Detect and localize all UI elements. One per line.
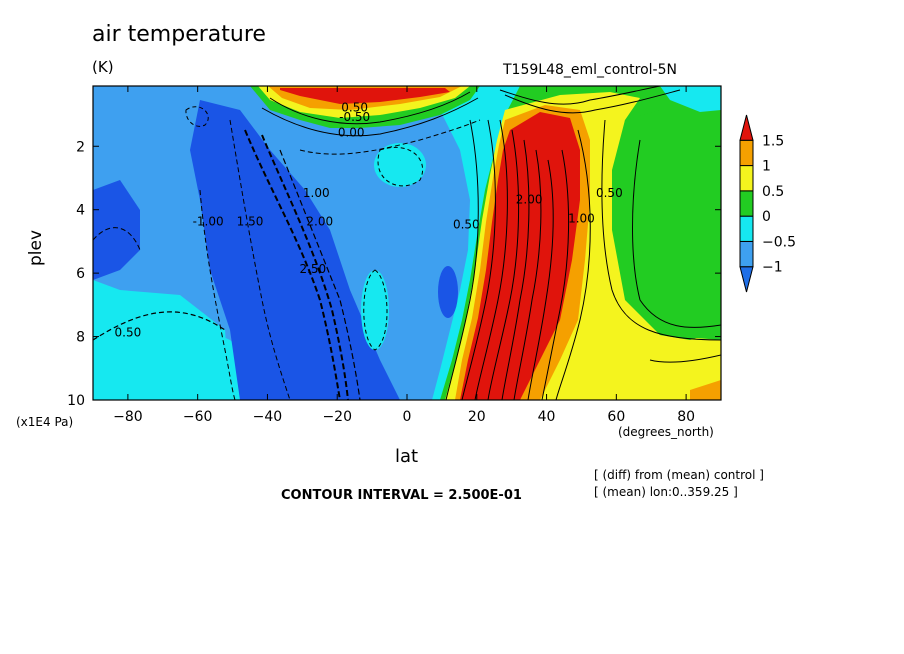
y-tick-label: 8	[76, 330, 85, 346]
contour-field	[93, 86, 721, 400]
field-cyan-island-b	[374, 143, 426, 187]
x-tick-label: 40	[538, 409, 556, 425]
colorbar-swatch	[739, 165, 754, 192]
contour-line	[244, 129, 341, 400]
contour-label: 0.50	[596, 186, 623, 200]
y-tick-label: 2	[76, 139, 85, 155]
colorbar-swatch	[739, 114, 754, 141]
contour-label: 0.50	[341, 100, 368, 114]
field-nh-cyan-top	[660, 86, 721, 112]
contour-line	[474, 119, 508, 400]
colorbar-swatch	[739, 215, 754, 242]
contour-line	[363, 269, 388, 351]
contour-label: -0.50	[339, 110, 370, 124]
contour-line	[445, 119, 479, 400]
colorbar-label: −0.5	[762, 234, 796, 250]
contour-label: 0.00	[338, 126, 365, 140]
x-axis-label: lat	[395, 446, 419, 467]
colorbar-swatch	[739, 240, 754, 268]
field-blue-deep-west	[93, 180, 140, 280]
field-nh-orange-corner	[690, 380, 721, 400]
contour-line	[513, 149, 542, 400]
contour-label: 1.50	[237, 215, 264, 229]
y-tick-label: 6	[76, 266, 85, 282]
chart-subtitle: T159L48_eml_control-5N	[503, 62, 677, 78]
x-tick-label: −60	[183, 409, 213, 425]
contour-line	[261, 97, 479, 137]
contour-line	[632, 139, 721, 328]
contour-line	[377, 146, 424, 187]
colorbar-label: −1	[762, 260, 783, 276]
contour-line	[199, 189, 236, 400]
x-axis: −80 −60 −40 −20 0 20 40 60 80	[113, 86, 695, 425]
contour-line	[504, 89, 681, 114]
field-cyan-island-a	[361, 270, 389, 350]
colorbar-swatch	[739, 139, 754, 167]
y-unit-label: (x1E4 Pa)	[16, 415, 74, 429]
y-tick-label: 4	[76, 203, 85, 219]
field-cyan-southpole	[93, 290, 230, 400]
colorbar-swatch	[739, 190, 754, 217]
y-axis: 2 4 6 8 10	[67, 139, 721, 409]
x-tick-label: −20	[322, 409, 352, 425]
contour-label: 2.50	[299, 262, 326, 276]
contour-label: 2.00	[516, 192, 543, 206]
field-nh-green-tongue	[615, 105, 721, 340]
contour-line	[185, 106, 209, 127]
x-tick-label: 20	[468, 409, 486, 425]
chart-units: (K)	[92, 58, 114, 76]
colorbar-swatch	[739, 266, 754, 293]
colorbar: −1 −0.5 0 0.5 1 1.5	[739, 114, 796, 293]
x-tick-label: 80	[677, 409, 695, 425]
contour-label: 1.00	[568, 211, 595, 225]
field-blue-island	[438, 266, 458, 318]
contour-line	[93, 311, 226, 341]
colorbar-label: 1	[762, 159, 771, 175]
note-diff: [ (diff) from (mean) control ]	[594, 468, 764, 482]
contour-label: 1.00	[303, 186, 330, 200]
x-tick-label: 0	[403, 409, 412, 425]
x-unit-label: (degrees_north)	[618, 425, 714, 439]
x-tick-label: 60	[607, 409, 625, 425]
contour-line	[299, 119, 481, 155]
note-mean: [ (mean) lon:0..359.25 ]	[594, 485, 738, 499]
contour-lines	[93, 86, 721, 400]
x-tick-label: −40	[253, 409, 283, 425]
contour-line	[649, 354, 721, 363]
contour-line	[261, 134, 349, 400]
x-tick-label: −80	[113, 409, 143, 425]
contour-label: -1.00	[193, 215, 224, 229]
colorbar-label: 1.5	[762, 133, 784, 149]
colorbar-label: 0.5	[762, 184, 784, 200]
contour-line	[229, 119, 291, 400]
contour-line	[527, 159, 554, 400]
y-axis-label: plev	[26, 229, 46, 266]
contour-label: 0.50	[453, 218, 480, 232]
y-tick-label: 10	[67, 393, 85, 409]
contour-line	[601, 119, 721, 341]
contour-line	[555, 129, 591, 400]
colorbar-label: 0	[762, 209, 771, 225]
contour-line	[501, 139, 530, 400]
contour-interval: CONTOUR INTERVAL = 2.500E-01	[281, 488, 522, 503]
contour-line	[461, 119, 496, 400]
field-blue-deep-core	[190, 100, 400, 400]
contour-line	[279, 149, 361, 400]
contour-label: 0.50	[115, 326, 142, 340]
contour-line	[541, 149, 570, 400]
contour-label: 2.00	[306, 215, 333, 229]
field-nh-red	[460, 112, 580, 400]
contour-labels: -1.00 1.50 2.001.002.500.50-0.500.500.000.…	[115, 100, 623, 339]
chart-title: air temperature	[92, 22, 266, 47]
contour-line	[499, 86, 661, 105]
contour-line	[487, 129, 520, 400]
contour-line	[269, 91, 471, 125]
